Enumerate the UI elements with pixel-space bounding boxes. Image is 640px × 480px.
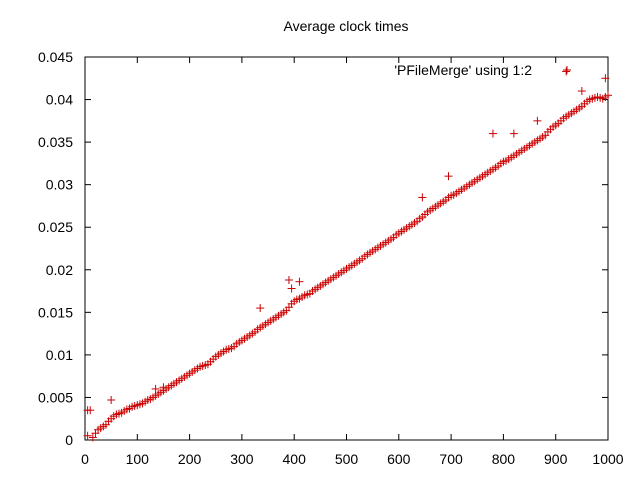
legend-marker-plus bbox=[563, 66, 571, 74]
data-point bbox=[604, 91, 612, 100]
y-tick-label: 0.005 bbox=[38, 389, 73, 405]
y-tick-label: 0.03 bbox=[46, 177, 73, 193]
x-tick-label: 100 bbox=[126, 451, 150, 467]
axis-ticks: 0 100 200 300 400 500 600 700 800 900 1000 0 0.005 0.… bbox=[38, 49, 624, 467]
y-tick-label: 0.015 bbox=[38, 304, 73, 320]
data-point bbox=[295, 277, 304, 286]
legend-label: 'PFileMerge' using 1:2 bbox=[394, 62, 532, 78]
x-tick-label: 700 bbox=[439, 451, 463, 467]
data-point bbox=[562, 67, 571, 76]
x-tick-label: 800 bbox=[492, 451, 516, 467]
data-point bbox=[88, 433, 97, 442]
y-tick-label: 0.045 bbox=[38, 49, 73, 65]
data-point bbox=[601, 74, 610, 83]
y-tick-label: 0.01 bbox=[46, 347, 73, 363]
x-tick-label: 200 bbox=[178, 451, 202, 467]
x-tick-label: 500 bbox=[335, 451, 359, 467]
data-point bbox=[107, 395, 116, 404]
data-points bbox=[83, 67, 612, 442]
x-tick-label: 1000 bbox=[592, 451, 623, 467]
y-tick-label: 0 bbox=[65, 432, 73, 448]
y-tick-label: 0.035 bbox=[38, 134, 73, 150]
data-point bbox=[83, 406, 92, 415]
x-tick-label: 900 bbox=[544, 451, 568, 467]
y-tick-label: 0.02 bbox=[46, 262, 73, 278]
data-point bbox=[287, 284, 296, 293]
data-point bbox=[577, 87, 586, 96]
data-point bbox=[444, 172, 453, 181]
data-point bbox=[488, 129, 497, 138]
legend-marker bbox=[563, 66, 571, 74]
legend: 'PFileMerge' using 1:2 bbox=[394, 62, 571, 78]
plot-axes bbox=[84, 56, 609, 441]
x-tick-label: 400 bbox=[283, 451, 307, 467]
data-point bbox=[418, 193, 427, 202]
data-point bbox=[159, 383, 168, 392]
data-point bbox=[151, 384, 160, 393]
data-point bbox=[284, 275, 293, 284]
data-point bbox=[533, 116, 542, 125]
data-point bbox=[509, 129, 518, 138]
plot-border bbox=[84, 56, 609, 441]
x-tick-label: 300 bbox=[230, 451, 254, 467]
data-point bbox=[83, 431, 92, 440]
chart-title: Average clock times bbox=[283, 18, 408, 34]
y-tick-label: 0.04 bbox=[46, 92, 73, 108]
data-point bbox=[256, 304, 265, 313]
y-tick-label: 0.025 bbox=[38, 219, 73, 235]
x-tick-label: 600 bbox=[387, 451, 411, 467]
x-tick-label: 0 bbox=[81, 451, 89, 467]
